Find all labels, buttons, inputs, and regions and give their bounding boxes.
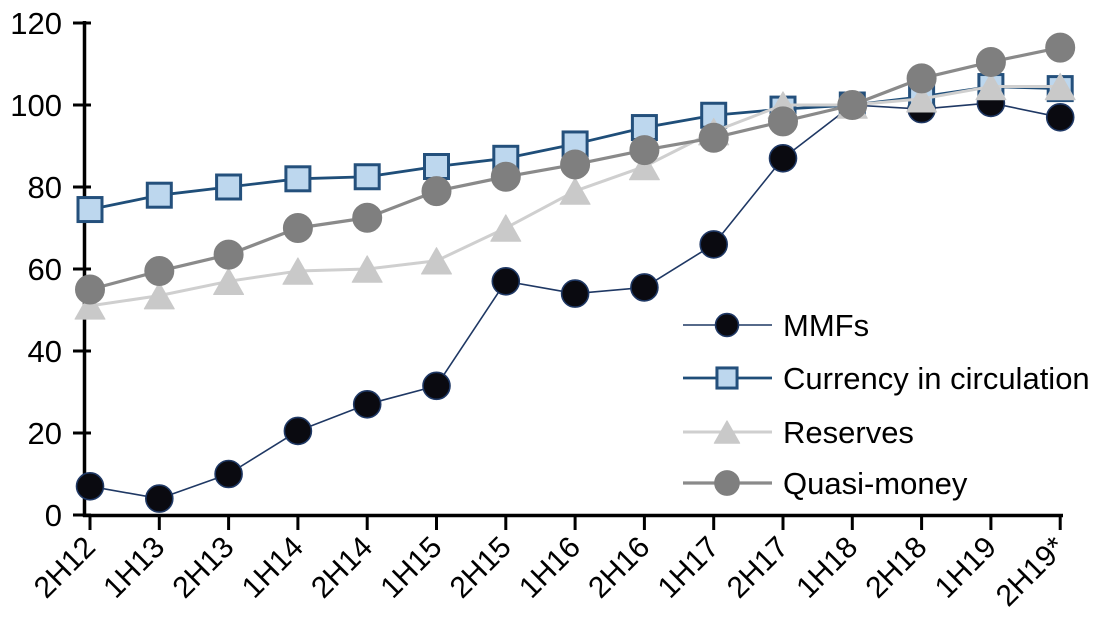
data-point-marker — [423, 153, 450, 180]
data-point-marker — [1044, 72, 1076, 101]
data-point-marker — [490, 214, 522, 242]
x-tick-label: 1H18 — [790, 531, 864, 605]
legend-marker-triangle-icon — [713, 420, 741, 444]
legend-marker-square-icon — [715, 366, 739, 390]
data-point-marker — [215, 173, 243, 201]
y-tick-label: 60 — [28, 252, 62, 287]
data-point-marker — [837, 90, 868, 120]
data-point-marker — [1045, 103, 1075, 132]
data-point-marker — [75, 471, 105, 501]
data-point-marker — [698, 122, 729, 153]
data-point-marker — [490, 161, 521, 192]
legend-item-mmfs: MMFs — [683, 308, 869, 343]
data-point-marker — [421, 176, 452, 207]
legend-label: MMFs — [783, 308, 869, 343]
data-point-marker — [352, 389, 382, 419]
y-axis-ticks: 0 20 40 60 80 100 120 — [10, 6, 91, 533]
legend-label: Currency in circulation — [783, 361, 1090, 396]
data-point-marker — [213, 267, 245, 295]
series-reserves — [74, 72, 1076, 320]
data-point-marker — [352, 202, 383, 233]
x-tick-label: 1H13 — [97, 531, 171, 605]
data-point-marker — [906, 63, 937, 94]
data-point-marker — [559, 177, 591, 205]
data-point-marker — [560, 149, 591, 180]
data-point-marker — [560, 279, 590, 308]
y-tick-label: 80 — [28, 170, 62, 205]
data-point-marker — [630, 273, 659, 302]
x-tick-label: 2H14 — [305, 531, 379, 605]
data-point-marker — [421, 247, 452, 275]
x-tick-label: 2H18 — [860, 531, 934, 605]
data-point-marker — [144, 256, 175, 287]
x-tick-label: 2H19* — [990, 530, 1073, 613]
data-point-marker — [145, 484, 174, 513]
legend-label: Quasi-money — [783, 466, 968, 501]
x-tick-label: 1H19 — [929, 531, 1003, 605]
legend-item-reserves: Reserves — [683, 415, 914, 450]
x-tick-label: 2H15 — [444, 531, 518, 605]
y-tick-label: 100 — [10, 88, 62, 123]
x-tick-label: 2H13 — [167, 531, 241, 605]
data-point-marker — [282, 213, 313, 243]
y-tick-label: 20 — [28, 416, 62, 451]
data-point-marker — [284, 165, 312, 193]
x-axis-ticks: 2H121H132H131H142H141H152H151H162H161H17… — [28, 516, 1072, 613]
legend-marker-circle-icon — [714, 312, 740, 338]
x-tick-label: 1H15 — [374, 531, 448, 605]
data-point-marker — [975, 46, 1006, 77]
data-point-marker — [283, 416, 313, 446]
data-point-marker — [975, 72, 1007, 101]
data-point-marker — [214, 459, 243, 489]
data-point-marker — [353, 163, 381, 191]
data-point-marker — [628, 152, 660, 181]
data-point-marker — [699, 230, 729, 259]
x-tick-label: 2H12 — [28, 531, 102, 605]
data-point-marker — [1045, 32, 1076, 63]
y-tick-label: 40 — [28, 334, 62, 369]
x-tick-label: 1H14 — [236, 531, 310, 605]
data-point-marker — [491, 266, 521, 296]
x-tick-label: 2H17 — [721, 531, 795, 605]
x-tick-label: 1H17 — [652, 531, 726, 605]
series-mmfs — [75, 88, 1075, 513]
legend-label: Reserves — [783, 415, 914, 450]
data-point-marker — [74, 292, 106, 320]
legend-marker-circle-icon — [714, 470, 740, 496]
x-tick-label: 2H16 — [582, 531, 656, 605]
legend-item-quasi-money: Quasi-money — [683, 466, 968, 501]
data-point-marker — [75, 274, 105, 305]
data-point-marker — [629, 135, 660, 166]
data-point-marker — [76, 196, 104, 224]
legend: MMFs Currency in circulation Reserves Quasi… — [683, 308, 1090, 501]
data-point-marker — [422, 371, 451, 401]
y-tick-label: 0 — [45, 498, 62, 533]
data-point-marker — [143, 281, 175, 310]
y-tick-label: 120 — [10, 6, 62, 41]
data-point-marker — [145, 181, 173, 209]
data-point-marker — [768, 144, 798, 173]
legend-item-currency-in-circulation: Currency in circulation — [683, 361, 1090, 396]
x-tick-label: 1H16 — [513, 531, 587, 605]
data-point-marker — [213, 239, 244, 270]
data-point-marker — [906, 85, 938, 113]
data-point-marker — [282, 257, 314, 285]
data-point-marker — [768, 106, 798, 137]
data-point-marker — [351, 255, 383, 283]
series-quasi-money — [75, 32, 1076, 305]
